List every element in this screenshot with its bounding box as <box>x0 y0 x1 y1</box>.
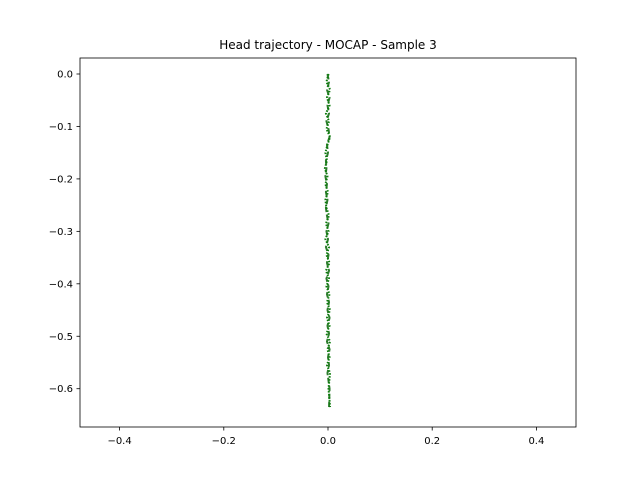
chart-title: Head trajectory - MOCAP - Sample 3 <box>219 38 437 52</box>
series-line-2 <box>323 73 332 408</box>
plot-area-frame <box>79 57 577 428</box>
y-tick-label: −0.6 <box>49 384 73 395</box>
x-axis: −0.4 −0.2 0.0 0.2 0.4 <box>107 427 544 447</box>
y-axis: 0.0 −0.1 −0.2 −0.3 −0.4 −0.5 −0.6 <box>49 69 80 395</box>
y-tick-label: −0.2 <box>49 174 73 185</box>
y-tick-label: 0.0 <box>57 69 73 80</box>
y-tick-label: −0.1 <box>49 122 73 133</box>
x-tick-label: 0.4 <box>528 436 544 447</box>
x-tick-label: −0.4 <box>107 436 131 447</box>
y-tick-label: −0.3 <box>49 227 73 238</box>
x-tick-label: 0.0 <box>320 436 336 447</box>
y-tick-label: −0.5 <box>49 332 73 343</box>
series-layer <box>323 73 332 408</box>
x-tick-label: 0.2 <box>424 436 440 447</box>
x-tick-label: −0.2 <box>212 436 236 447</box>
y-tick-label: −0.4 <box>49 279 73 290</box>
